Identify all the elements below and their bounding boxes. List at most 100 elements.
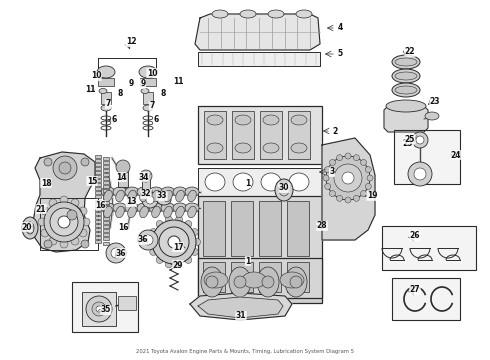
Ellipse shape — [392, 69, 420, 83]
Bar — [95, 199, 101, 203]
Text: 26: 26 — [410, 231, 420, 240]
Circle shape — [361, 159, 367, 166]
Bar — [95, 236, 101, 239]
Text: 10: 10 — [147, 68, 157, 77]
Ellipse shape — [392, 83, 420, 97]
Ellipse shape — [291, 115, 307, 125]
Ellipse shape — [212, 10, 228, 18]
Circle shape — [41, 229, 49, 237]
Circle shape — [60, 240, 68, 248]
Ellipse shape — [22, 217, 38, 239]
Polygon shape — [33, 152, 95, 252]
Bar — [72, 282, 138, 332]
Bar — [95, 212, 101, 215]
Text: 9: 9 — [128, 80, 134, 89]
Text: 25: 25 — [403, 139, 413, 148]
Circle shape — [156, 256, 163, 264]
Circle shape — [323, 175, 329, 181]
Circle shape — [185, 256, 192, 264]
Bar — [143, 92, 153, 104]
Ellipse shape — [285, 267, 307, 297]
Ellipse shape — [235, 143, 251, 153]
Bar — [95, 203, 101, 207]
Circle shape — [408, 162, 432, 186]
Bar — [203, 201, 225, 256]
Ellipse shape — [395, 72, 417, 80]
Bar — [103, 242, 109, 244]
Circle shape — [168, 236, 180, 248]
Ellipse shape — [116, 206, 124, 218]
Circle shape — [345, 153, 351, 159]
Ellipse shape — [139, 66, 157, 78]
Bar — [392, 278, 460, 320]
Bar — [82, 292, 116, 326]
Circle shape — [86, 296, 112, 322]
Bar — [40, 198, 98, 250]
Ellipse shape — [261, 173, 281, 191]
Text: 11: 11 — [173, 77, 183, 86]
Circle shape — [44, 158, 52, 166]
Circle shape — [194, 238, 200, 246]
Ellipse shape — [125, 187, 139, 197]
Text: 16: 16 — [95, 201, 105, 210]
Ellipse shape — [149, 203, 163, 213]
Ellipse shape — [157, 195, 171, 205]
Circle shape — [82, 218, 90, 226]
Bar — [103, 185, 109, 188]
Text: 33: 33 — [157, 192, 167, 201]
Text: 16: 16 — [118, 224, 128, 233]
Circle shape — [342, 172, 354, 184]
Ellipse shape — [176, 206, 184, 218]
Bar — [103, 161, 109, 163]
Bar — [103, 197, 109, 200]
Bar — [103, 213, 109, 216]
Text: 20: 20 — [22, 222, 32, 231]
Circle shape — [325, 183, 331, 189]
Ellipse shape — [204, 272, 228, 288]
Circle shape — [191, 248, 198, 256]
Circle shape — [166, 216, 172, 223]
Ellipse shape — [101, 203, 115, 213]
Text: 1: 1 — [245, 179, 250, 188]
Polygon shape — [195, 14, 320, 50]
Circle shape — [353, 155, 360, 161]
Bar — [103, 165, 109, 168]
Bar — [198, 168, 322, 196]
Circle shape — [58, 216, 70, 228]
Bar — [288, 111, 310, 159]
Ellipse shape — [149, 187, 163, 197]
Circle shape — [96, 306, 102, 312]
Ellipse shape — [291, 143, 307, 153]
Bar — [95, 183, 101, 186]
Text: 19: 19 — [367, 192, 377, 201]
Circle shape — [81, 158, 89, 166]
Ellipse shape — [101, 105, 111, 111]
Ellipse shape — [104, 206, 112, 218]
Text: 36: 36 — [116, 248, 126, 257]
Circle shape — [44, 202, 84, 242]
Bar — [95, 179, 101, 182]
Ellipse shape — [140, 206, 148, 218]
Ellipse shape — [152, 190, 160, 202]
Bar — [231, 262, 253, 292]
Text: 25: 25 — [405, 135, 415, 144]
Circle shape — [334, 164, 362, 192]
Text: 22: 22 — [405, 48, 415, 57]
Bar — [259, 201, 281, 256]
Text: 29: 29 — [173, 261, 183, 270]
Bar — [103, 189, 109, 192]
Bar — [95, 188, 101, 190]
Circle shape — [140, 170, 152, 182]
Circle shape — [92, 302, 106, 316]
Circle shape — [414, 168, 426, 180]
Circle shape — [329, 190, 336, 197]
Text: 36: 36 — [138, 235, 148, 244]
Text: 34: 34 — [139, 172, 149, 181]
Ellipse shape — [97, 66, 115, 78]
Circle shape — [345, 197, 351, 203]
Bar — [95, 208, 101, 211]
Bar — [382, 226, 476, 270]
Ellipse shape — [279, 184, 289, 196]
Text: 2021 Toyota Avalon Engine Parts & Mounts, Timing, Lubrication System Diagram 5: 2021 Toyota Avalon Engine Parts & Mounts… — [136, 349, 354, 354]
Bar — [95, 232, 101, 235]
